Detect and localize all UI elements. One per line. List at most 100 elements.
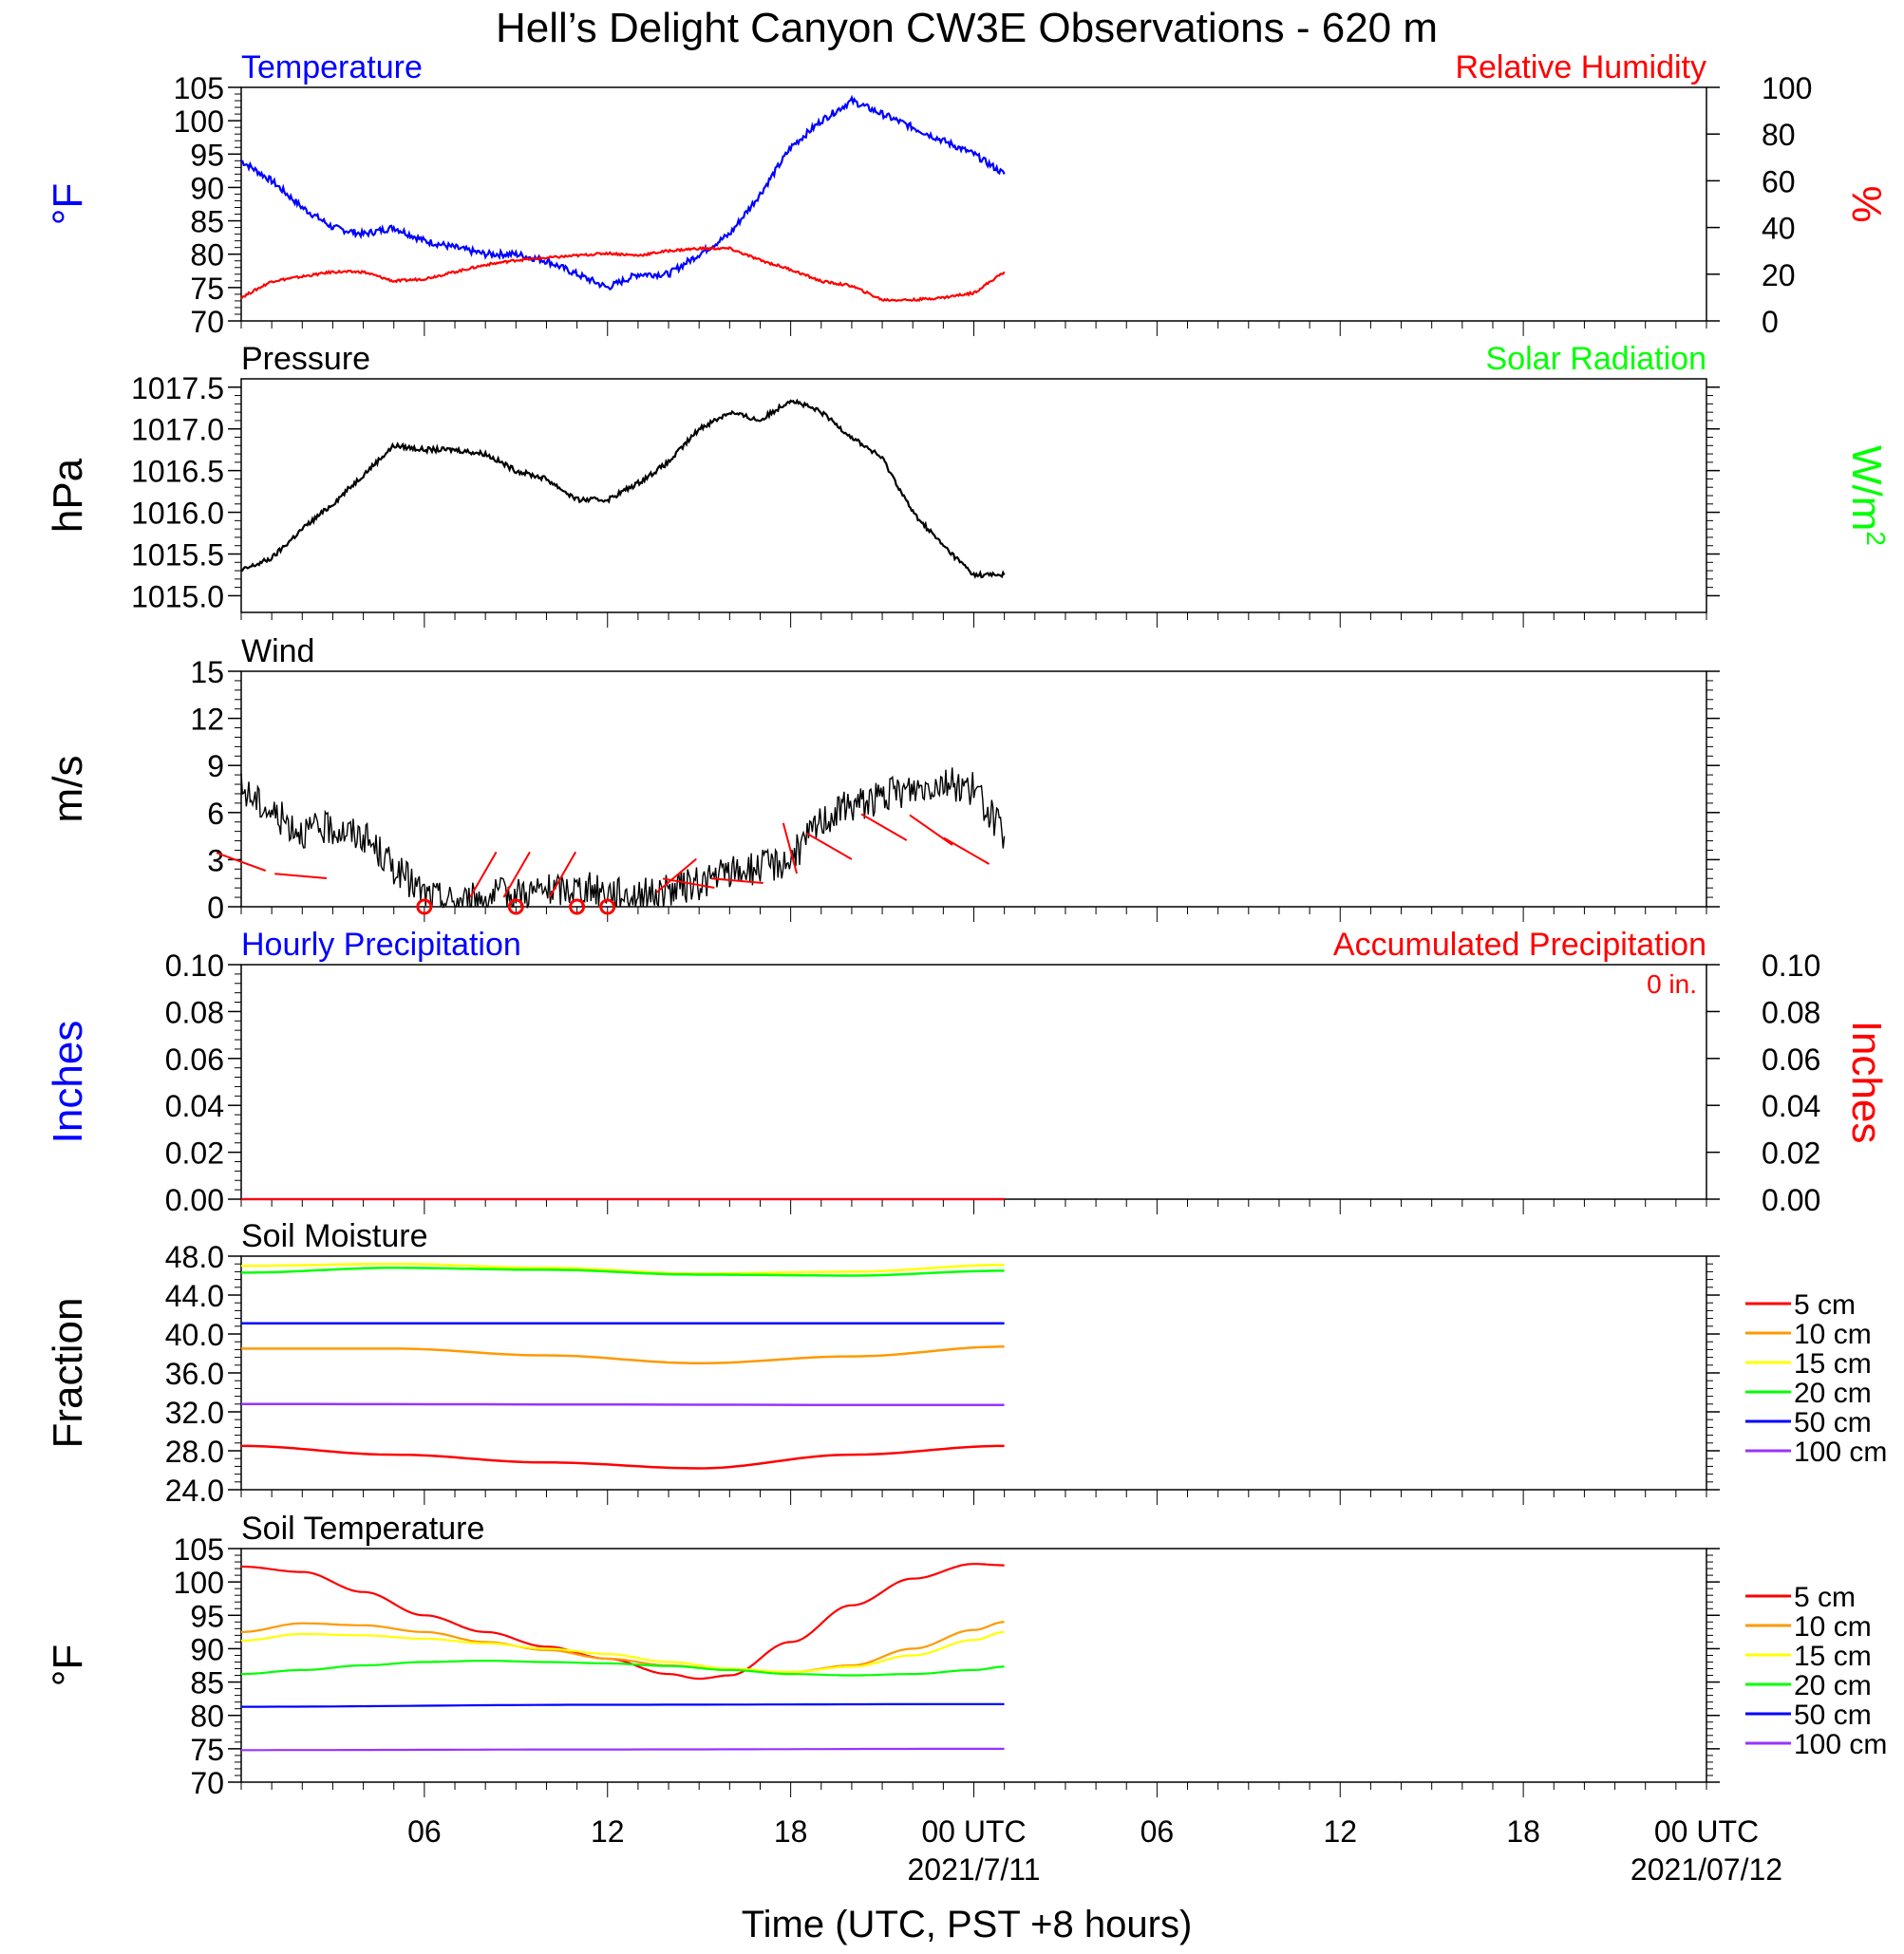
y-tick-label-right: 0.00: [1762, 1183, 1820, 1217]
y-tick-label-left: 0.04: [165, 1089, 224, 1123]
panel-title-left: Soil Temperature: [241, 1511, 484, 1547]
y-tick-label-right: 0.06: [1762, 1043, 1820, 1077]
x-tick-label: 06: [1141, 1814, 1175, 1849]
series-line-15-cm: [241, 1630, 1005, 1674]
panel-title-left: Hourly Precipitation: [241, 927, 521, 963]
legend-label: 50 cm: [1794, 1700, 1872, 1731]
y-tick-label-left: 95: [190, 138, 224, 172]
panel-title-right: Accumulated Precipitation: [1333, 927, 1706, 963]
legend-label: 10 cm: [1794, 1319, 1872, 1350]
panels-group: 707580859095100105020406080100Temperatur…: [45, 49, 1892, 1800]
y-tick-label-right: 0: [1762, 305, 1779, 339]
y-tick-label-left: 100: [174, 1566, 224, 1600]
y-tick-label-left: 80: [190, 1700, 224, 1734]
legend-label: 50 cm: [1794, 1407, 1872, 1438]
series-line-20-cm: [241, 1659, 1005, 1677]
panel-title-left: Temperature: [241, 49, 423, 85]
wind-barb: [502, 851, 531, 898]
x-axis-label: Time (UTC, PST +8 hours): [742, 1904, 1193, 1945]
legend-label: 100 cm: [1794, 1729, 1887, 1760]
panel-wind: 0 3 6 9 12 15 Wind m/s: [45, 633, 1720, 925]
y-tick-label-left: 15: [190, 655, 224, 689]
y-tick-label-left: 0.02: [165, 1137, 224, 1171]
y-tick-label-left: 3: [207, 843, 224, 877]
y-tick-label-right: 0.08: [1762, 995, 1820, 1029]
wind-barb: [805, 832, 853, 860]
y-tick-label-left: 70: [190, 305, 224, 339]
y-tick-label-left: 0: [207, 891, 224, 925]
y-tick-label-left: 100: [174, 104, 224, 139]
panel-title-right: Relative Humidity: [1455, 49, 1706, 85]
y-tick-label-left: 6: [207, 797, 224, 831]
legend-label: 5 cm: [1794, 1582, 1856, 1613]
y-axis-label-left: m/s: [45, 756, 91, 823]
legend-label: 10 cm: [1794, 1611, 1872, 1643]
y-tick-label-left: 1015.5: [131, 538, 224, 573]
panel-title-left: Wind: [241, 633, 314, 669]
x-tick-label: 12: [1323, 1814, 1357, 1849]
y-tick-label-right: 20: [1762, 258, 1796, 292]
y-tick-label-left: 85: [190, 1666, 224, 1700]
panel-temperature_humidity: 707580859095100105020406080100Temperatur…: [45, 49, 1890, 339]
wind-barb-calm: [416, 898, 433, 915]
x-tick-label: 00 UTC: [921, 1814, 1026, 1849]
y-tick-label-left: 80: [190, 238, 224, 272]
series-line-100-cm: [241, 1747, 1005, 1752]
y-tick-label-left: 0.10: [165, 949, 224, 983]
y-tick-label-right: 80: [1762, 118, 1796, 152]
y-tick-label-right: 60: [1762, 164, 1796, 198]
wind-barb: [860, 813, 908, 841]
wind-barb-calm: [507, 898, 524, 915]
panel-title-right: Solar Radiation: [1486, 341, 1706, 377]
panel-title-left: Pressure: [241, 341, 370, 377]
wind-barb: [274, 873, 328, 879]
wind-barb-calm: [569, 898, 586, 915]
y-tick-label-left: 1016.0: [131, 497, 224, 531]
wind-barb: [662, 877, 715, 889]
y-tick-label-left: 0.06: [165, 1043, 224, 1077]
y-axis-label-left: °F: [45, 183, 91, 225]
y-tick-label-left: 12: [190, 703, 224, 737]
y-tick-label-left: 90: [190, 171, 224, 205]
y-tick-label-left: 36.0: [165, 1357, 224, 1391]
wind-barb: [469, 851, 498, 898]
wind-barb: [710, 877, 763, 884]
x-date-label: 2021/07/12: [1631, 1852, 1782, 1887]
y-axis-label-right: W/m2: [1843, 445, 1892, 546]
x-tick-label: 00 UTC: [1654, 1814, 1759, 1849]
wind-barb: [909, 814, 953, 846]
legend-label: 5 cm: [1794, 1289, 1856, 1321]
y-tick-label-right: 40: [1762, 212, 1796, 246]
y-tick-label-left: 90: [190, 1632, 224, 1666]
y-tick-label-left: 28.0: [165, 1435, 224, 1469]
series-line-temperature: [240, 94, 1006, 291]
y-tick-label-left: 0.00: [165, 1183, 224, 1217]
y-tick-label-left: 75: [190, 1733, 224, 1767]
series-line-10-cm: [240, 1621, 1005, 1674]
wind-barb: [655, 857, 697, 893]
y-tick-label-left: 85: [190, 205, 224, 239]
y-tick-label-left: 24.0: [165, 1474, 224, 1508]
y-tick-label-left: 105: [174, 71, 224, 105]
legend-label: 20 cm: [1794, 1378, 1872, 1409]
y-tick-label-left: 1015.0: [131, 579, 224, 613]
panel-soil_moisture: 24.0 28.0 32.0 36.0 40.0 44.0 48.0 Soil Moistur…: [45, 1218, 1887, 1508]
panel-precipitation: 0.00 0.02 0.04 0.06 0.08 0.10 0.00 0.02 0.04 0.06…: [45, 927, 1890, 1217]
y-tick-label-left: 48.0: [165, 1240, 224, 1274]
series-line-wind-speed: [240, 767, 1006, 910]
y-tick-label-right: 0.02: [1762, 1137, 1820, 1171]
y-tick-label-left: 9: [207, 749, 224, 783]
y-axis-label-left: hPa: [45, 458, 91, 533]
series-line-50-cm: [241, 1702, 1005, 1708]
y-tick-label-left: 1017.5: [131, 371, 224, 405]
y-tick-label-left: 95: [190, 1599, 224, 1633]
y-axis-label-right-superscript: 2: [1862, 531, 1892, 546]
y-tick-label-left: 0.08: [165, 995, 224, 1029]
wind-barb: [548, 851, 577, 898]
series-line-10-cm: [241, 1345, 1005, 1365]
series-line-20-cm: [241, 1267, 1005, 1277]
y-tick-label-left: 1017.0: [131, 413, 224, 447]
x-tick-label: 18: [1506, 1814, 1540, 1849]
